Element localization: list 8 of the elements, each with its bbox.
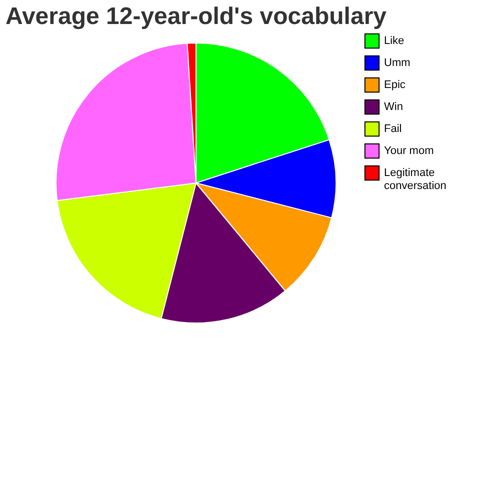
legend-label: Epic bbox=[384, 79, 406, 91]
legend-label: Umm bbox=[384, 57, 410, 69]
legend-label: Win bbox=[384, 101, 403, 113]
legend-label: Fail bbox=[384, 123, 402, 135]
legend-label: Like bbox=[384, 35, 404, 47]
legend-label: Legitimate conversation bbox=[384, 167, 446, 192]
chart-title: Average 12-year-old's vocabulary bbox=[6, 3, 388, 30]
legend-label: Your mom bbox=[384, 145, 434, 157]
